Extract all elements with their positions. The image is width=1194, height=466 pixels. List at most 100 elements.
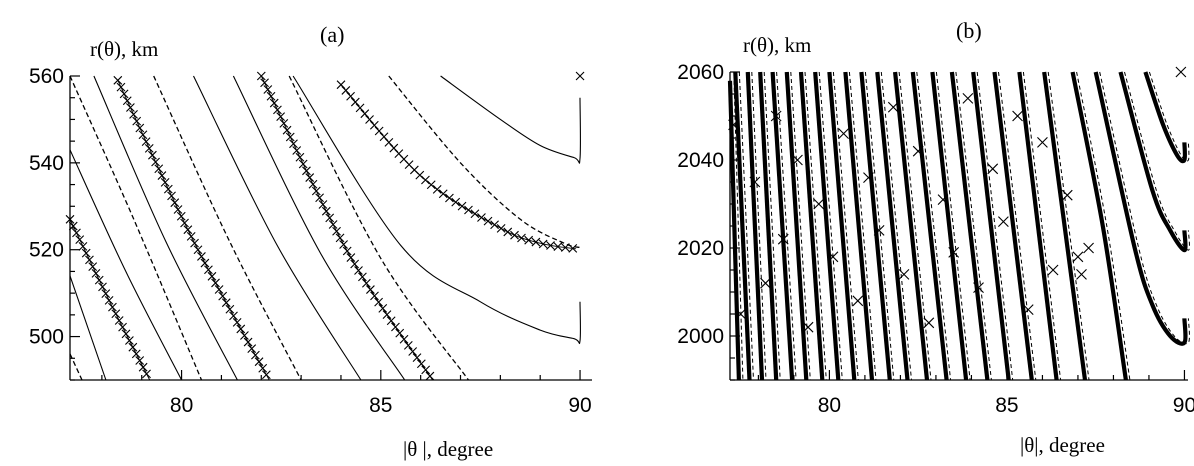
- series-line-markers: [117, 80, 270, 381]
- series-marker: [335, 233, 345, 243]
- series-line-companion: [880, 71, 912, 381]
- series-marker: [350, 259, 360, 269]
- series-marker: [279, 119, 289, 128]
- series-line-markers: [340, 84, 577, 250]
- series-marker: [240, 331, 249, 340]
- series-line-companion: [998, 71, 1037, 381]
- series-marker: [445, 193, 454, 203]
- series-marker: [207, 271, 217, 281]
- scatter-marker: [1047, 264, 1059, 276]
- series-marker: [298, 159, 308, 169]
- series-marker: [408, 347, 418, 356]
- series-marker: [305, 173, 315, 182]
- scatter-marker: [962, 93, 974, 104]
- series-marker: [517, 233, 526, 243]
- y-tick-label: 540: [29, 152, 64, 175]
- series-marker: [251, 350, 260, 360]
- series-marker: [395, 328, 405, 338]
- series-marker: [421, 175, 430, 185]
- series-line-companion: [898, 71, 932, 381]
- series-line-band: [1143, 71, 1188, 164]
- scatter-marker: [749, 176, 761, 188]
- scatter-marker: [997, 216, 1009, 227]
- series-marker: [193, 245, 203, 255]
- series-marker: [72, 228, 81, 238]
- series-marker: [470, 209, 480, 219]
- y-tick-label: 2000: [677, 325, 724, 348]
- series-line-companion: [818, 71, 843, 381]
- series-marker: [346, 253, 356, 262]
- series-marker: [197, 252, 206, 261]
- series-marker: [477, 213, 486, 222]
- series-marker: [403, 341, 413, 350]
- series-line-band: [1042, 71, 1088, 381]
- series-marker: [366, 285, 375, 294]
- series-line-companion: [916, 71, 952, 381]
- series-marker: [135, 356, 145, 365]
- series-marker: [183, 225, 193, 235]
- series-marker: [121, 329, 131, 339]
- series-marker: [285, 132, 295, 142]
- series-line-companion: [976, 71, 1014, 381]
- series-line-companion: [763, 71, 781, 381]
- scatter-marker: [1076, 269, 1087, 280]
- series-marker: [496, 224, 506, 233]
- series-marker: [256, 71, 266, 81]
- series-line-band: [930, 71, 969, 381]
- series-line-companion: [1022, 71, 1062, 381]
- series-marker: [341, 86, 351, 95]
- series-line-band: [827, 71, 857, 381]
- series-line-band: [910, 71, 949, 381]
- series-marker: [302, 166, 311, 176]
- scatter-marker: [802, 321, 814, 333]
- series-line-solid: [292, 75, 581, 344]
- scatter-marker: [1175, 66, 1187, 78]
- series-marker: [374, 126, 384, 136]
- series-marker: [111, 309, 121, 319]
- series-line-band: [758, 71, 779, 381]
- series-line-dashed: [69, 75, 203, 381]
- series-marker: [261, 370, 271, 380]
- series-marker: [358, 272, 367, 282]
- series-marker: [225, 304, 235, 314]
- series-line-dashed: [388, 75, 581, 249]
- series-marker: [135, 123, 145, 133]
- scatter-marker: [813, 198, 825, 210]
- series-line-band: [784, 71, 809, 381]
- series-marker: [328, 220, 338, 229]
- series-line-band: [1118, 71, 1188, 253]
- series-marker: [266, 91, 276, 101]
- series-marker: [243, 337, 253, 347]
- series-marker: [421, 365, 431, 375]
- series-marker: [318, 200, 328, 209]
- series-marker: [379, 132, 389, 142]
- series-line-band: [843, 71, 875, 381]
- series-marker: [132, 116, 142, 126]
- scatter-marker: [1072, 251, 1084, 263]
- series-line-solid: [69, 275, 107, 381]
- series-line-band: [1070, 71, 1128, 381]
- scatter-marker: [838, 128, 850, 139]
- series-marker: [247, 344, 257, 353]
- series-marker: [94, 275, 104, 285]
- series-marker: [260, 78, 269, 88]
- scatter-marker: [1083, 242, 1094, 254]
- panel-b: (b) r(θ), km |θ|, degree 2000 2020 2040 206…: [677, 18, 1194, 457]
- series-line-companion: [1124, 71, 1190, 251]
- x-tick-label: 90: [1173, 394, 1194, 417]
- panel-b-series: [727, 66, 1190, 381]
- series-marker: [308, 179, 318, 189]
- series-marker: [151, 157, 160, 167]
- series-marker: [128, 342, 138, 352]
- series-line-band: [727, 80, 741, 381]
- series-marker: [311, 186, 321, 196]
- series-line-band: [770, 71, 795, 381]
- scatter-marker: [898, 269, 910, 280]
- scatter-marker: [852, 295, 864, 307]
- series-marker: [391, 322, 400, 332]
- series-line-companion: [832, 71, 859, 381]
- series-marker: [138, 130, 148, 140]
- series-marker: [365, 115, 374, 124]
- series-marker: [289, 139, 298, 149]
